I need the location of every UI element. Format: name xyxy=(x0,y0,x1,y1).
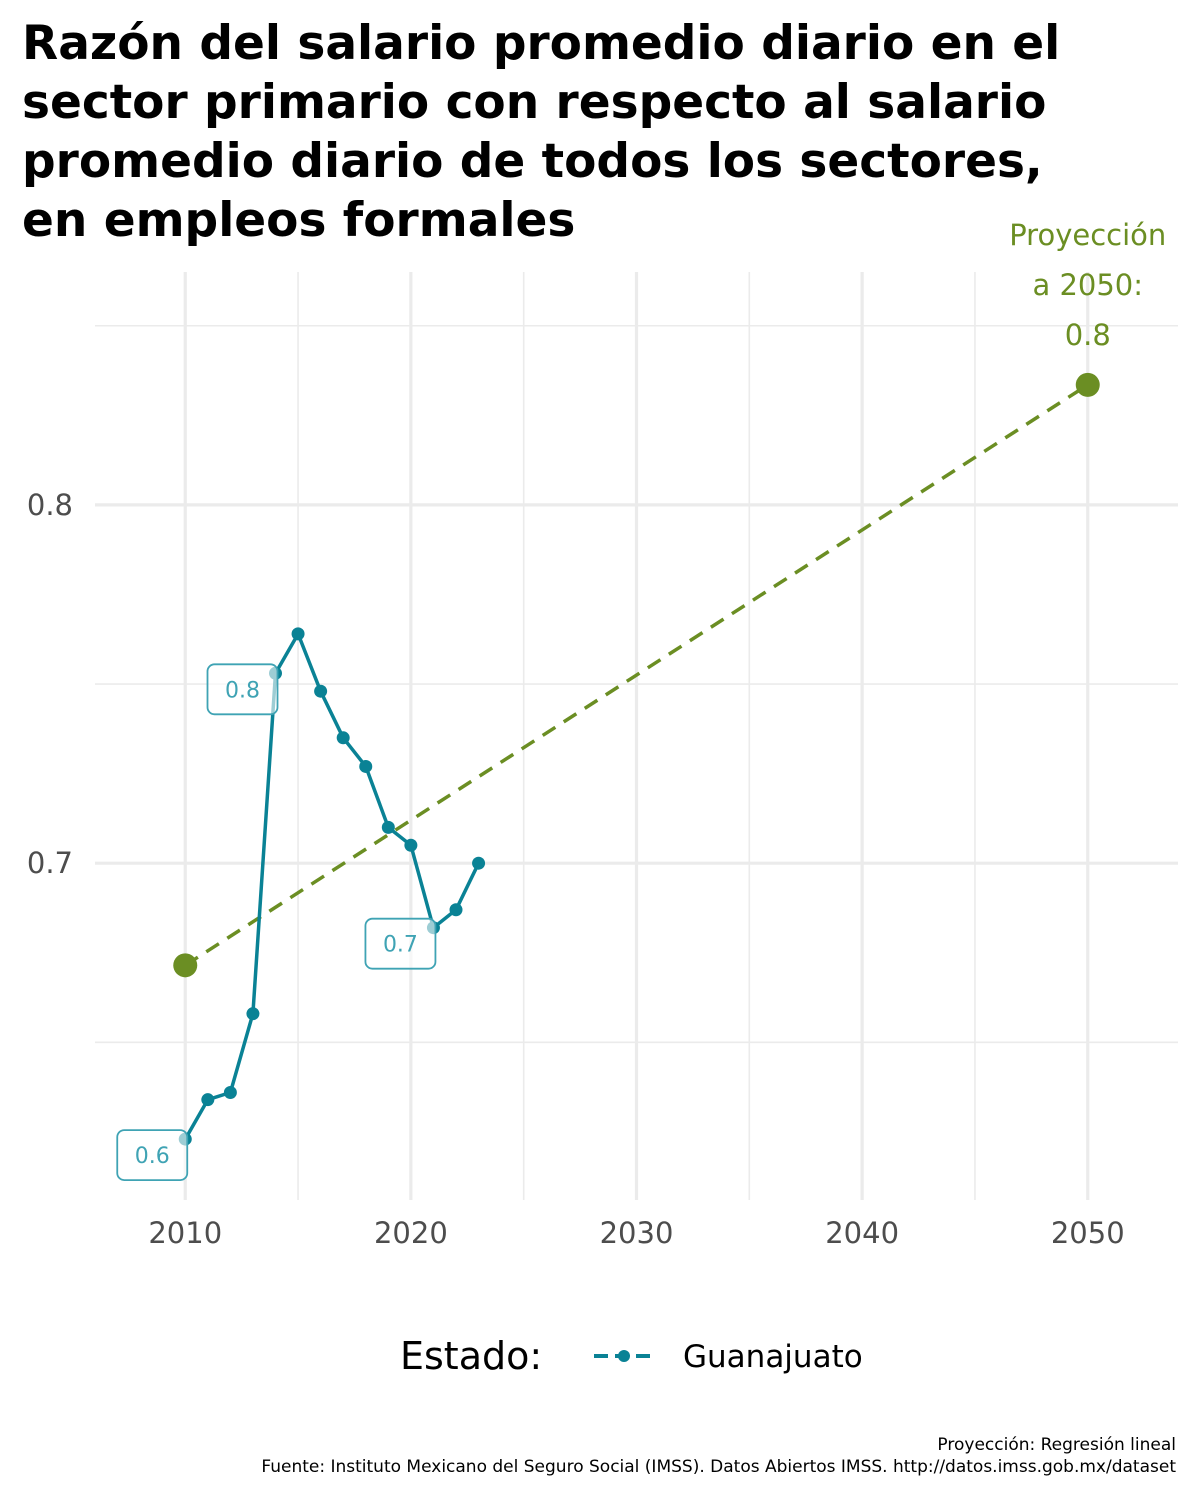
projection-layer: Proyección a 2050: 0.8 xyxy=(173,218,1166,978)
chart-title-line: sector primario con respecto al salario xyxy=(22,75,1047,130)
data-point xyxy=(336,731,350,745)
x-tick-label: 2030 xyxy=(600,1216,674,1250)
chart-title-line: en empleos formales xyxy=(22,193,576,248)
legend: Estado: Guanajuato xyxy=(400,1334,863,1378)
data-point xyxy=(314,684,328,698)
data-point xyxy=(246,1007,260,1021)
point-label-box xyxy=(116,1129,189,1181)
data-point xyxy=(201,1093,215,1107)
x-axis-ticks: 2010 2020 2030 2040 2050 xyxy=(148,1216,1124,1250)
data-point xyxy=(381,820,395,834)
caption-method: Proyección: Regresión lineal xyxy=(937,1435,1176,1455)
x-tick-label: 2020 xyxy=(374,1216,448,1250)
x-tick-label: 2040 xyxy=(825,1216,899,1250)
legend-title: Estado: xyxy=(400,1334,542,1378)
series-line-guanajuato xyxy=(183,632,481,1140)
grid xyxy=(95,272,1178,1200)
point-label: 0.6 xyxy=(135,1144,170,1169)
x-tick-label: 2010 xyxy=(148,1216,222,1250)
point-label-box xyxy=(206,663,279,716)
legend-label: Guanajuato xyxy=(683,1339,863,1375)
chart-title: Razón del salario promedio diario en el … xyxy=(22,14,1172,250)
data-point xyxy=(359,759,373,773)
x-tick-label: 2050 xyxy=(1051,1216,1125,1250)
y-axis-ticks: 0.7 0.8 xyxy=(27,488,73,880)
data-point xyxy=(449,903,463,917)
caption-source: Fuente: Instituto Mexicano del Seguro So… xyxy=(261,1457,1176,1477)
point-label-box xyxy=(364,917,437,970)
point-labels: 0.6 0.8 0.7 xyxy=(116,663,437,1181)
y-tick-label: 0.8 xyxy=(27,488,73,522)
point-label: 0.7 xyxy=(383,933,418,958)
projection-annotation: a 2050: xyxy=(1032,268,1143,302)
data-point xyxy=(472,856,486,870)
chart-title-line: promedio diario de todos los sectores, xyxy=(22,134,1043,189)
caption: Proyección: Regresión lineal Fuente: Ins… xyxy=(261,1434,1176,1478)
projection-point xyxy=(1075,372,1100,397)
projection-line xyxy=(184,383,1089,967)
point-label: 0.8 xyxy=(225,678,260,703)
projection-annotation: 0.8 xyxy=(1065,318,1111,352)
y-tick-label: 0.7 xyxy=(27,846,73,880)
legend-key-point xyxy=(618,1350,630,1362)
data-point xyxy=(291,627,305,641)
chart-title-line: Razón del salario promedio diario en el xyxy=(22,16,1061,71)
projection-point xyxy=(173,953,198,978)
projection-annotation: Proyección xyxy=(1009,218,1166,252)
data-point xyxy=(404,838,418,852)
data-point xyxy=(223,1086,237,1100)
